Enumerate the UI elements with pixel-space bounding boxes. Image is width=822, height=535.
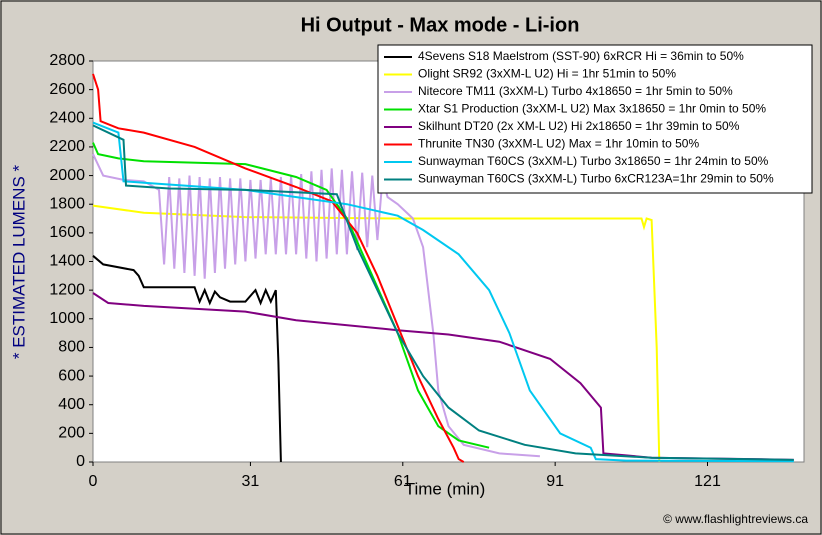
series-line [92, 255, 282, 463]
y-tick-label: 400 [58, 396, 85, 413]
series-line [92, 142, 490, 449]
series-line [92, 124, 794, 461]
y-tick-label: 2800 [49, 52, 85, 69]
legend-label: Sunwayman T60CS (3xXM-L) Turbo 6xCR123A=… [418, 172, 774, 186]
y-tick-label: 2000 [49, 167, 85, 184]
x-axis-label: Time (min) [405, 479, 486, 498]
y-axis-label: * ESTIMATED LUMENS * [9, 164, 28, 359]
legend-label: Xtar S1 Production (3xXM-L U2) Max 3x186… [418, 102, 766, 116]
legend-label: Thrunite TN30 (3xXM-L U2) Max = 1hr 10mi… [418, 137, 699, 151]
x-tick-label: 121 [694, 473, 721, 490]
annotation: © www.flashlightreviews.ca [663, 512, 808, 526]
y-tick-label: 1400 [49, 253, 85, 270]
y-tick-label: 1600 [49, 224, 85, 241]
legend-label: Nitecore TM11 (3xXM-L) Turbo 4x18650 = 1… [418, 84, 733, 98]
y-tick-label: 800 [58, 339, 85, 356]
legend-label: 4Sevens S18 Maelstrom (SST-90) 6xRCR Hi … [418, 49, 744, 63]
y-tick-label: 2400 [49, 110, 85, 127]
y-tick-label: 1200 [49, 281, 85, 298]
legend-label: Sunwayman T60CS (3xXM-L) Turbo 3x18650 =… [418, 154, 769, 168]
y-tick-label: 0 [76, 453, 85, 470]
series-line [92, 121, 794, 463]
y-tick-label: 600 [58, 367, 85, 384]
legend-label: Skilhunt DT20 (2x XM-L U2) Hi 2x18650 = … [418, 119, 740, 133]
y-tick-label: 200 [58, 425, 85, 442]
y-tick-label: 2200 [49, 138, 85, 155]
y-tick-label: 1800 [49, 195, 85, 212]
x-tick-label: 61 [394, 473, 412, 490]
x-tick-label: 0 [89, 473, 98, 490]
chart-title: Hi Output - Max mode - Li-ion [301, 14, 580, 36]
x-tick-label: 91 [546, 473, 564, 490]
y-tick-label: 1000 [49, 310, 85, 327]
legend-label: Olight SR92 (3xXM-L U2) Hi = 1hr 51min t… [418, 67, 676, 81]
legend-box [377, 44, 813, 194]
y-tick-label: 2600 [49, 81, 85, 98]
x-tick-label: 31 [242, 473, 260, 490]
